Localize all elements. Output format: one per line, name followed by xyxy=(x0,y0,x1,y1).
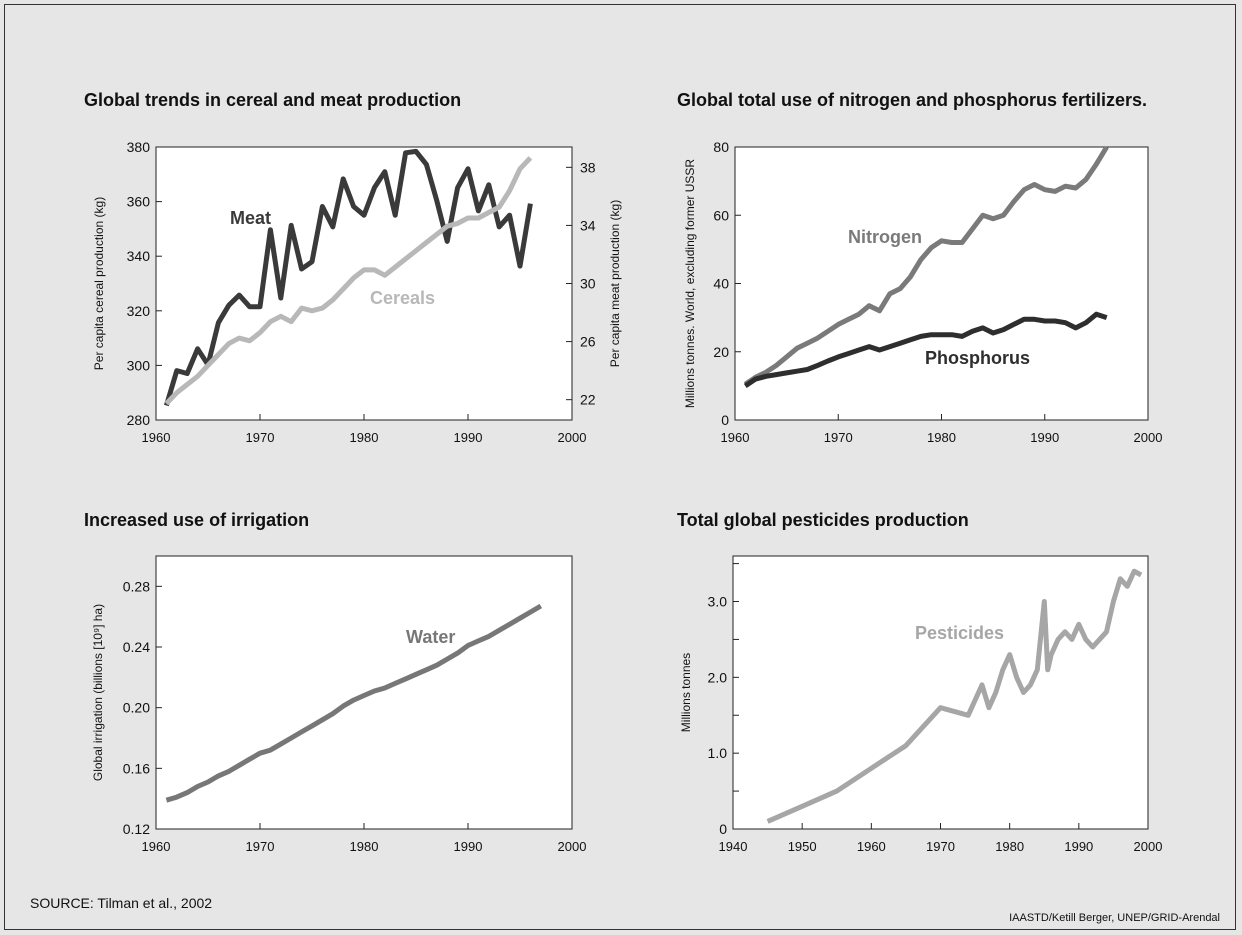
x-tick-label: 1960 xyxy=(142,430,171,445)
y-tick-label: 1.0 xyxy=(708,745,728,761)
source-note: SOURCE: Tilman et al., 2002 xyxy=(30,895,213,911)
x-tick-label: 1990 xyxy=(1064,839,1093,854)
y-tick-label: 0.20 xyxy=(123,700,150,716)
series-label-meat: Meat xyxy=(230,208,271,228)
y2-tick-label: 38 xyxy=(580,159,596,175)
y-tick-label: 0.16 xyxy=(123,760,150,776)
y-tick-label: 80 xyxy=(713,139,729,155)
x-tick-label: 2000 xyxy=(1134,839,1163,854)
y-tick-label: 320 xyxy=(127,303,151,319)
x-tick-label: 1950 xyxy=(788,839,817,854)
plot-area xyxy=(155,146,573,421)
x-tick-label: 1990 xyxy=(454,839,483,854)
y2-tick-label: 26 xyxy=(580,334,596,350)
x-tick-label: 1990 xyxy=(454,430,483,445)
x-tick-label: 1980 xyxy=(350,430,379,445)
x-tick-label: 2000 xyxy=(558,430,587,445)
y-tick-label: 0.12 xyxy=(123,821,150,837)
series-label-phosphorus: Phosphorus xyxy=(925,348,1030,368)
series-line-phosphorus xyxy=(743,311,1108,388)
series-line-cereals xyxy=(164,156,533,406)
y-axis-title: Millions tonnes. World, excluding former… xyxy=(683,159,697,409)
y-tick-label: 20 xyxy=(713,344,729,360)
y-axis-title: Per capita cereal production (kg) xyxy=(92,197,106,370)
y-tick-label: 0 xyxy=(721,412,729,428)
x-tick-label: 1970 xyxy=(246,430,275,445)
y-axis-title: Global irrigation (billions [10⁹] ha) xyxy=(91,604,105,781)
x-tick-label: 1970 xyxy=(824,430,853,445)
y-tick-label: 380 xyxy=(127,139,151,155)
x-tick-label: 1940 xyxy=(719,839,748,854)
y-tick-label: 2.0 xyxy=(708,669,728,685)
chart-title-fertilizers: Global total use of nitrogen and phospho… xyxy=(677,90,1148,110)
series-line-water xyxy=(165,603,543,803)
series-line-pesticides xyxy=(766,568,1143,824)
y2-axis-title: Per capita meat production (kg) xyxy=(608,200,622,367)
y2-tick-label: 34 xyxy=(580,217,596,233)
y2-tick-label: 30 xyxy=(580,276,596,292)
series-line-nitrogen xyxy=(743,145,1109,387)
x-tick-label: 1960 xyxy=(857,839,886,854)
x-tick-label: 1980 xyxy=(927,430,956,445)
x-tick-label: 1960 xyxy=(142,839,171,854)
credit-note: IAASTD/Ketill Berger, UNEP/GRID-Arendal xyxy=(1009,912,1220,924)
y-tick-label: 300 xyxy=(127,357,151,373)
x-tick-label: 1970 xyxy=(246,839,275,854)
y-tick-label: 280 xyxy=(127,412,151,428)
series-label-nitrogen: Nitrogen xyxy=(848,227,922,247)
y-tick-label: 0.24 xyxy=(123,639,150,655)
x-tick-label: 2000 xyxy=(558,839,587,854)
series-label-pesticides: Pesticides xyxy=(915,623,1004,643)
series-line-meat xyxy=(164,148,533,407)
y-axis-title: Millions tonnes xyxy=(679,653,693,732)
chart-title-pesticides: Total global pesticides production xyxy=(677,510,969,530)
chart-title-irrigation: Increased use of irrigation xyxy=(84,510,310,530)
y2-tick-label: 22 xyxy=(580,392,596,408)
y-tick-label: 0.28 xyxy=(123,578,150,594)
y-tick-label: 0 xyxy=(719,821,727,837)
series-label-cereals: Cereals xyxy=(370,288,435,308)
x-tick-label: 1980 xyxy=(350,839,379,854)
chart-title-cereal-meat: Global trends in cereal and meat product… xyxy=(84,90,462,110)
plot-area xyxy=(732,555,1149,830)
x-tick-label: 2000 xyxy=(1134,430,1163,445)
x-tick-label: 1970 xyxy=(926,839,955,854)
y-tick-label: 60 xyxy=(713,207,729,223)
y-tick-label: 360 xyxy=(127,194,151,210)
x-tick-label: 1980 xyxy=(995,839,1024,854)
y-tick-label: 40 xyxy=(713,276,729,292)
y-tick-label: 340 xyxy=(127,248,151,264)
x-tick-label: 1960 xyxy=(721,430,750,445)
y-tick-label: 3.0 xyxy=(708,594,728,610)
series-label-water: Water xyxy=(406,627,455,647)
plot-area xyxy=(734,146,1149,421)
x-tick-label: 1990 xyxy=(1030,430,1059,445)
plot-area xyxy=(155,555,573,830)
